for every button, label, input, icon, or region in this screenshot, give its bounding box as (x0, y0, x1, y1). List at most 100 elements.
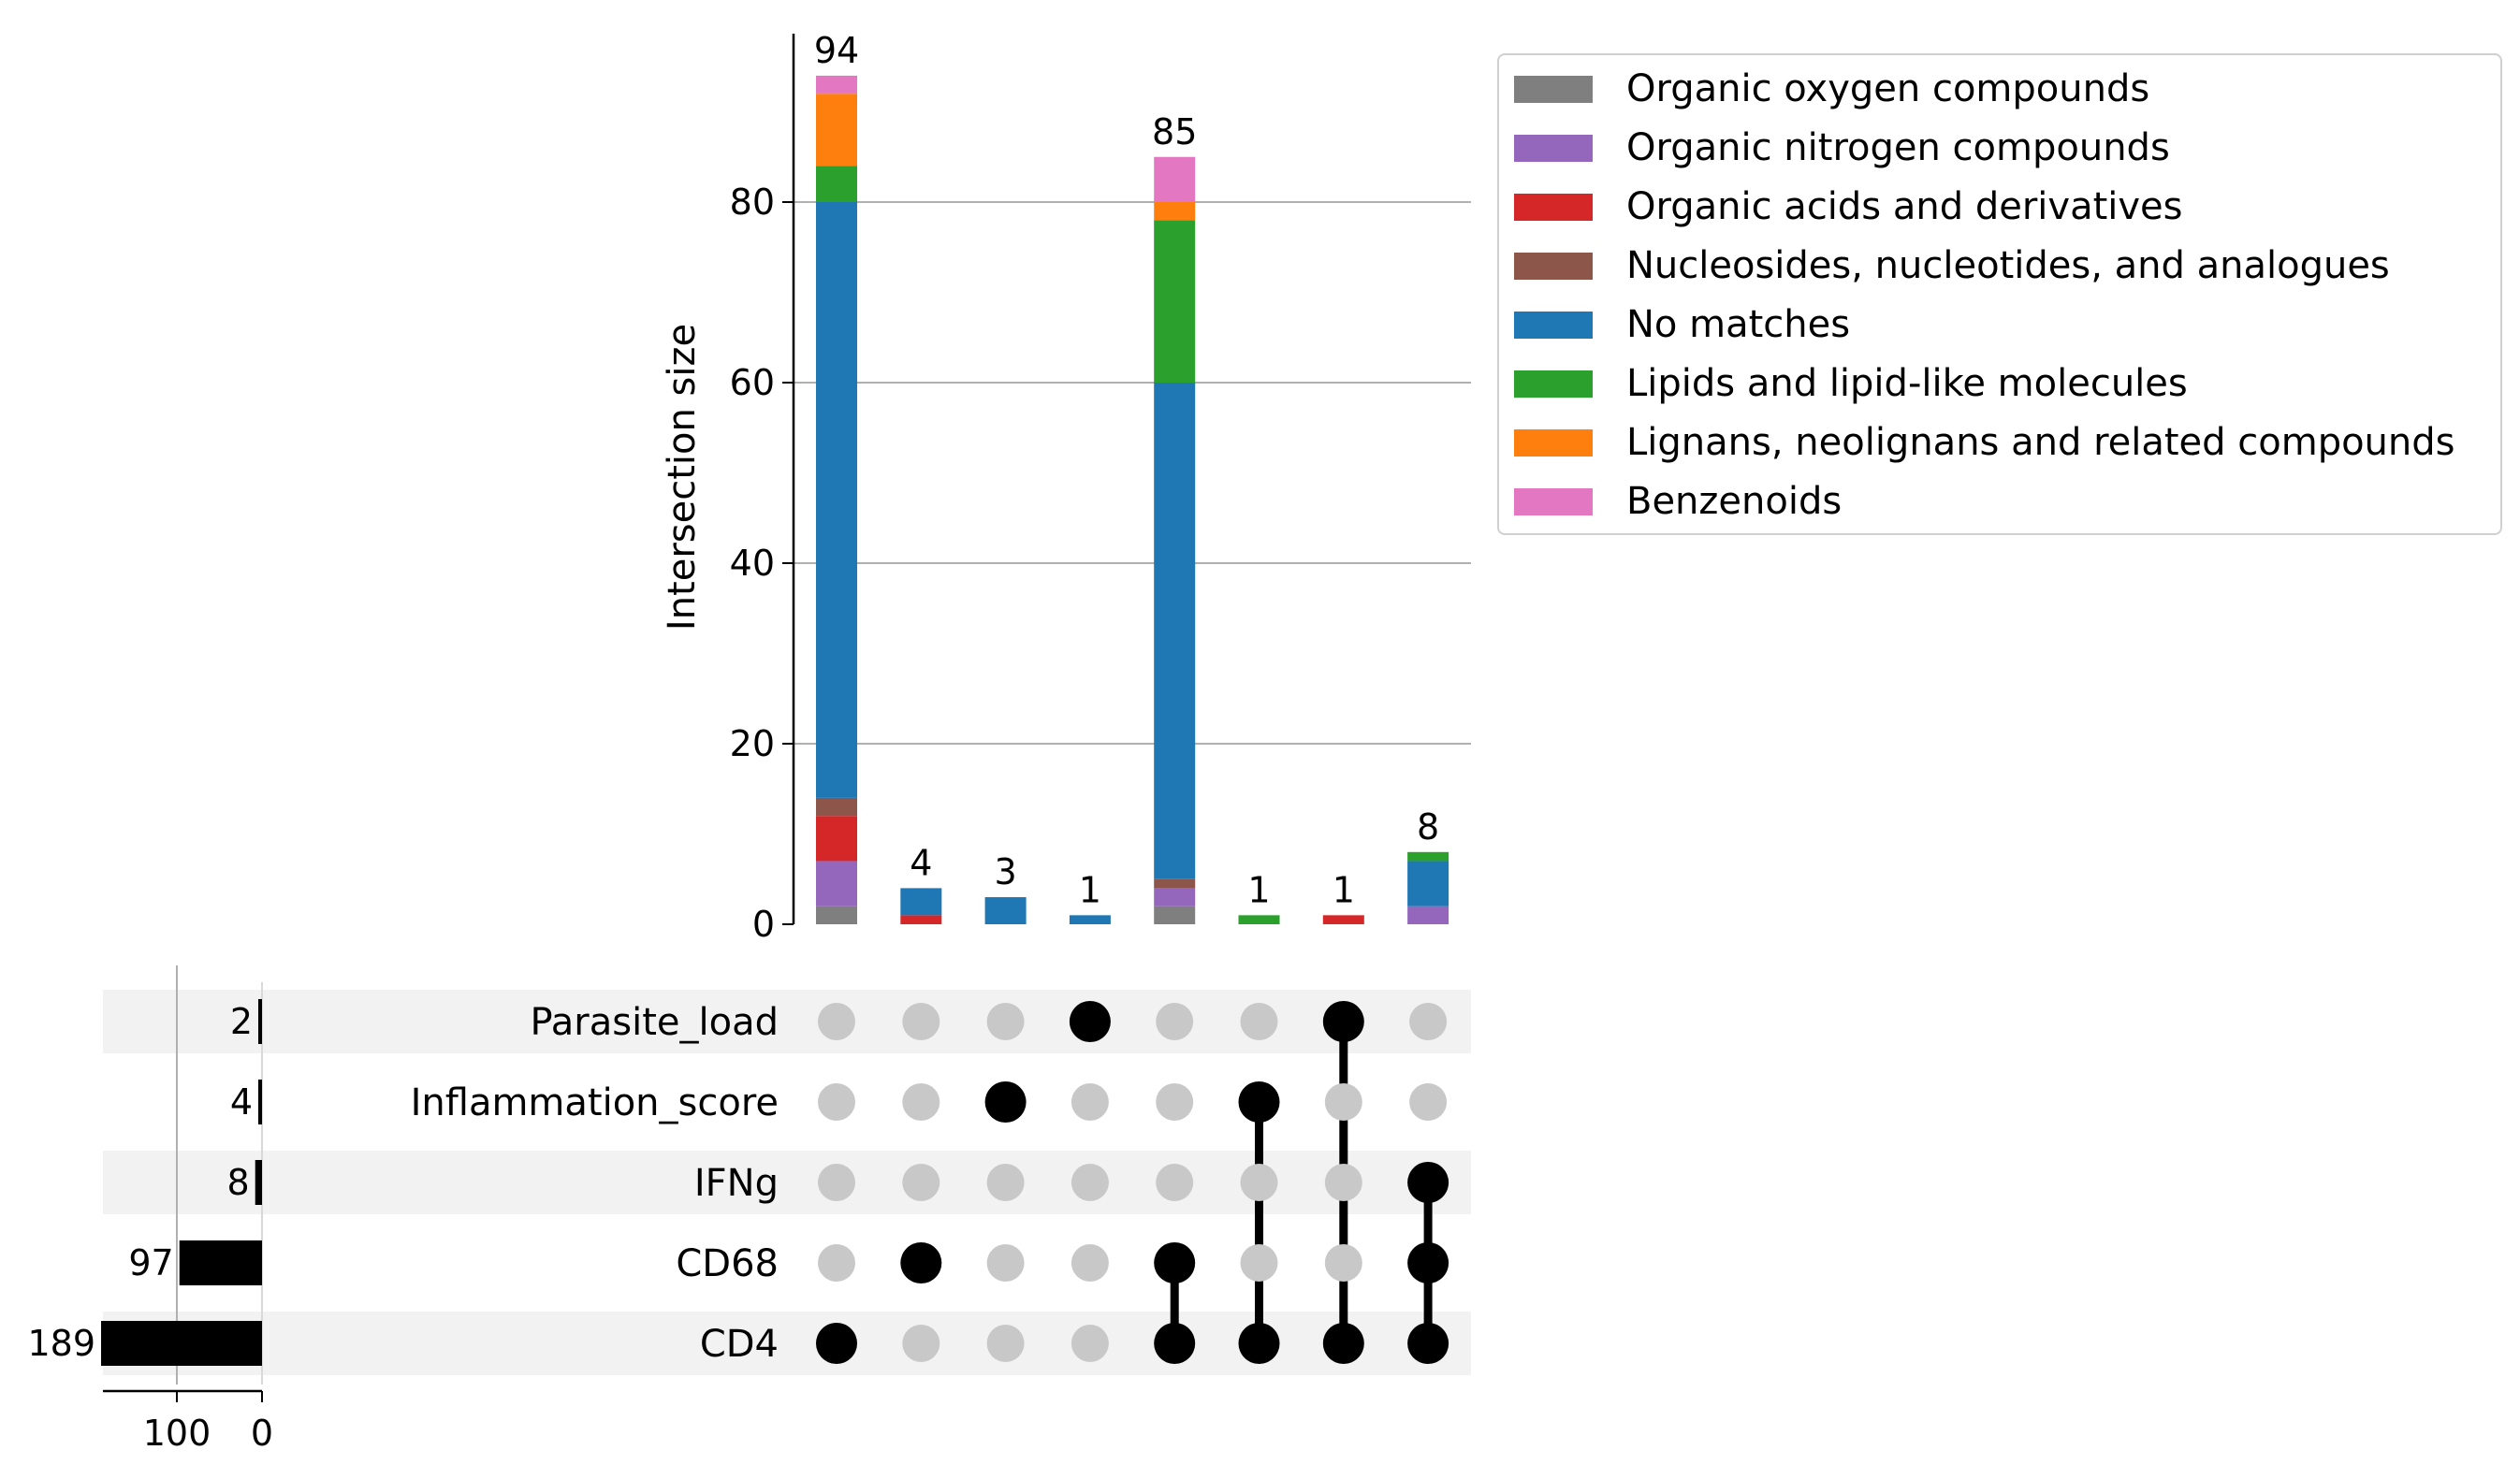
set-size-value-label: 97 (128, 1242, 173, 1283)
set-name-label: IFNg (694, 1162, 779, 1205)
membership-dot-empty (818, 1244, 855, 1282)
legend-label: Organic nitrogen compounds (1626, 126, 2170, 169)
bar-segment (1069, 915, 1111, 924)
bar-value-label: 1 (1333, 869, 1355, 910)
y-tick-label: 20 (730, 723, 775, 764)
legend-swatch (1514, 370, 1593, 398)
legend-item: Organic oxygen compounds (1514, 67, 2150, 110)
legend-label: Nucleosides, nucleotides, and analogues (1626, 244, 2390, 287)
membership-dot-empty (1409, 1083, 1448, 1121)
set-size-bar (258, 999, 262, 1044)
set-size-value-label: 4 (230, 1081, 253, 1123)
set-name-label: Inflammation_score (411, 1081, 779, 1124)
bar-value-label: 1 (1079, 869, 1101, 910)
bar-segment (1407, 906, 1449, 924)
bar-value-label: 94 (814, 30, 859, 71)
set-size-tick-label: 100 (143, 1413, 211, 1454)
membership-dot-filled (1154, 1323, 1196, 1364)
membership-dot-empty (986, 1164, 1025, 1201)
set-size-bar (179, 1240, 262, 1285)
bar-value-label: 1 (1247, 869, 1270, 910)
legend-label: Organic oxygen compounds (1626, 67, 2150, 110)
legend-item: Organic acids and derivatives (1514, 185, 2183, 228)
bar-segment (816, 861, 857, 906)
set-size-value-label: 189 (27, 1323, 95, 1364)
legend-swatch (1514, 252, 1593, 280)
membership-dot-empty (818, 1003, 855, 1040)
bar-segment (1154, 878, 1196, 889)
membership-dot-filled (1322, 1323, 1364, 1364)
set-size-bars: 2 4 8 97 189 100 0 (27, 965, 273, 1454)
bar-segment (1407, 861, 1449, 906)
set-name-label: CD4 (700, 1323, 779, 1366)
bar-segment (1154, 383, 1196, 879)
bar-segment (816, 75, 857, 94)
membership-dot-empty (986, 1244, 1025, 1282)
membership-dot-empty (1324, 1164, 1362, 1201)
legend-swatch (1514, 487, 1593, 515)
legend-item: Lipids and lipid-like molecules (1514, 362, 2188, 405)
set-size-bar (258, 1080, 262, 1124)
bar-segment (984, 897, 1027, 924)
membership-dot-filled (1238, 1081, 1280, 1123)
membership-dot-filled (900, 1242, 942, 1283)
membership-dot-filled (1154, 1242, 1196, 1283)
set-size-bar (255, 1160, 262, 1205)
bar-value-label: 3 (995, 851, 1017, 892)
bar-segment (816, 797, 857, 817)
legend-item: Nucleosides, nucleotides, and analogues (1514, 244, 2390, 287)
legend-swatch (1514, 428, 1593, 457)
legend-label: Benzenoids (1626, 480, 1843, 523)
membership-dot-filled (984, 1081, 1027, 1123)
membership-dot-empty (1156, 1003, 1194, 1040)
bar-segment (900, 915, 942, 924)
set-size-tick-label: 0 (251, 1413, 273, 1454)
membership-dot-empty (1071, 1164, 1109, 1201)
membership-dot-empty (902, 1083, 940, 1121)
membership-dot-empty (1156, 1083, 1194, 1121)
set-name-label: CD68 (676, 1242, 779, 1285)
membership-dot-empty (986, 1003, 1025, 1040)
legend-swatch (1514, 75, 1593, 103)
legend-label: Lipids and lipid-like molecules (1626, 362, 2188, 405)
membership-dot-filled (1407, 1323, 1449, 1364)
legend-item: Benzenoids (1514, 480, 1843, 523)
membership-dot-empty (986, 1325, 1025, 1362)
membership-dot-empty (1240, 1003, 1278, 1040)
intersection-size-labels: 94 4 3 1 85 1 1 8 (814, 30, 1439, 910)
bar-segment (816, 906, 857, 924)
y-tick-label: 60 (730, 362, 775, 403)
membership-dot-empty (1156, 1164, 1194, 1201)
intersection-bars (816, 75, 1449, 924)
set-name-label: Parasite_load (530, 1001, 779, 1044)
y-tick-label: 40 (730, 543, 775, 584)
bar-segment (900, 888, 942, 916)
set-size-value-label: 8 (227, 1162, 250, 1203)
bar-segment (1154, 220, 1196, 383)
legend-swatch (1514, 134, 1593, 162)
bar-segment (816, 816, 857, 862)
bar-value-label: 8 (1417, 806, 1439, 848)
membership-dot-filled (1238, 1323, 1280, 1364)
set-size-bar (101, 1321, 262, 1366)
legend-swatch (1514, 311, 1593, 339)
bar-value-label: 4 (910, 842, 932, 883)
y-tick-label: 80 (730, 181, 775, 223)
legend-item: Organic nitrogen compounds (1514, 126, 2170, 169)
grid-lines (794, 201, 1471, 745)
membership-dot-empty (818, 1083, 855, 1121)
legend-item: Lignans, neolignans and related compound… (1514, 421, 2455, 464)
membership-dot-empty (1071, 1325, 1109, 1362)
bar-segment (1154, 156, 1196, 202)
bar-segment (1322, 915, 1364, 924)
bar-segment (1407, 851, 1449, 862)
bar-segment (1154, 888, 1196, 906)
membership-dot-empty (1409, 1003, 1448, 1040)
set-size-value-label: 2 (230, 1001, 253, 1042)
membership-dot-empty (1240, 1244, 1278, 1282)
membership-dot-empty (1240, 1164, 1278, 1201)
y-axis: 0 20 40 60 80 (730, 34, 795, 945)
legend: Organic oxygen compounds Organic nitrogen… (1497, 53, 2502, 535)
bar-segment (816, 94, 857, 167)
